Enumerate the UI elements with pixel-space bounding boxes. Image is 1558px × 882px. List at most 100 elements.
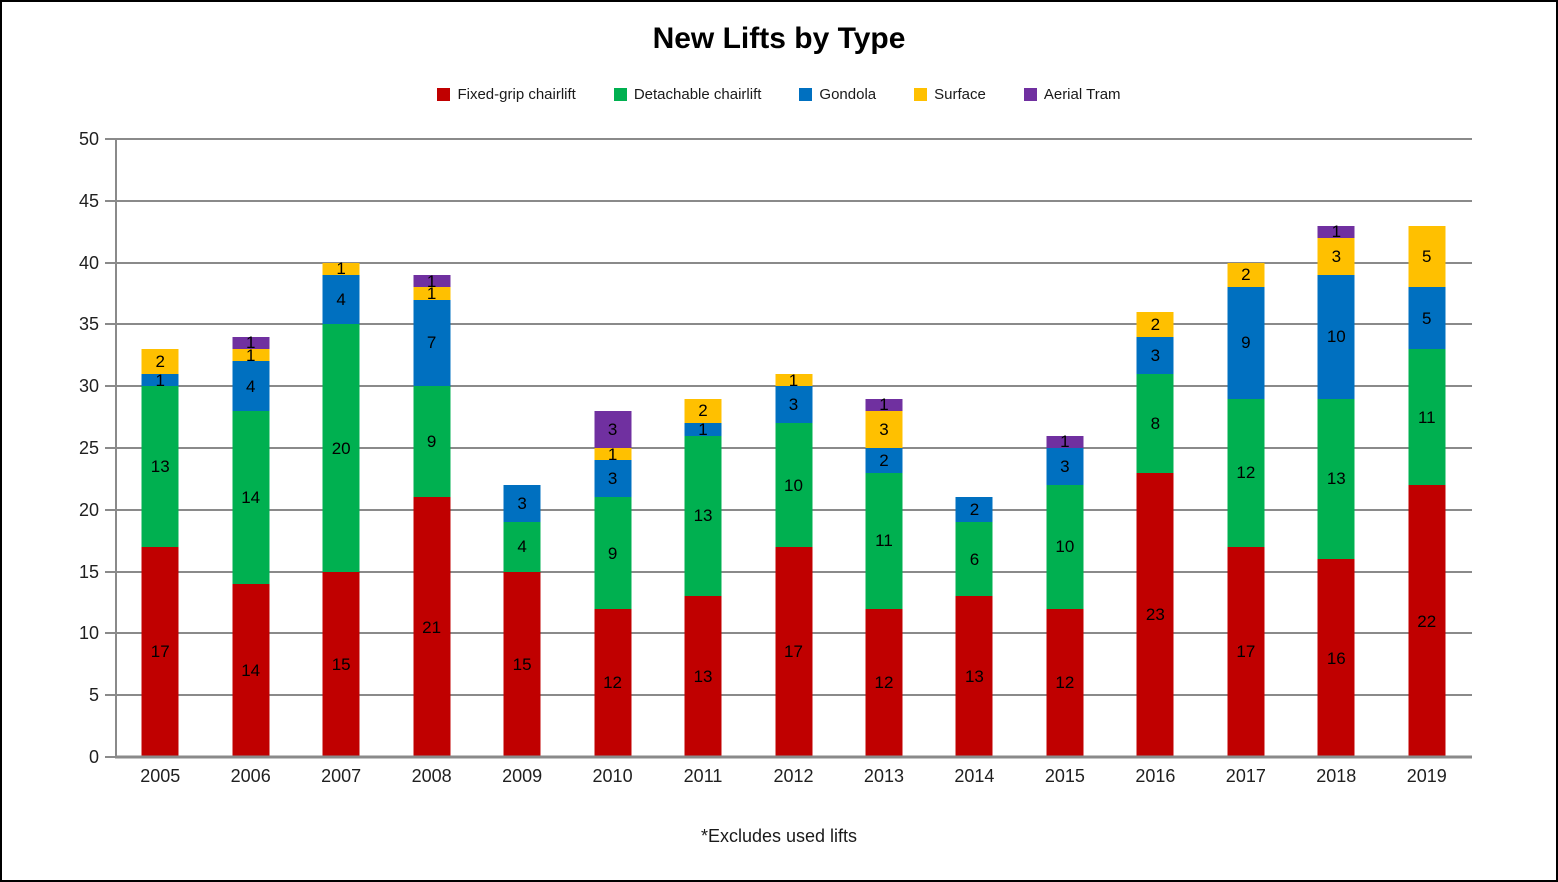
bar-segment-label: 4 (336, 290, 346, 310)
bar-segment: 21 (413, 497, 451, 757)
bar-segment-label: 12 (603, 673, 623, 693)
legend-swatch-icon (613, 88, 627, 101)
bar-segment-label: 4 (517, 537, 527, 557)
bar-segment-label: 13 (150, 457, 170, 477)
x-axis-tick-label: 2018 (1316, 766, 1357, 786)
bar-segment: 4 (322, 274, 360, 325)
bar-segment: 2 (1227, 262, 1265, 288)
bar-segment-label: 10 (1326, 327, 1346, 347)
bar-segment-label: 9 (1241, 333, 1251, 353)
bar-segment-label: 1 (155, 370, 165, 390)
bar-segment-label: 5 (1422, 308, 1432, 328)
x-axis-tick-label: 2013 (863, 766, 904, 786)
bar-segment-label: 14 (241, 487, 261, 507)
bar-segment: 1 (413, 284, 451, 304)
bar-segment: 1 (594, 446, 632, 463)
y-axis-tick (105, 261, 115, 264)
bar-segment-label: 2 (1150, 314, 1161, 334)
bar-segment: 23 (1136, 472, 1174, 757)
y-axis-tick (105, 385, 115, 388)
bar-segment-label: 2 (879, 450, 889, 470)
bar-segment-label: 17 (150, 642, 170, 662)
x-axis-tick-label: 2015 (1044, 766, 1085, 786)
bar-segment: 16 (1317, 559, 1355, 757)
footnote: *Excludes used lifts (700, 826, 858, 846)
bar-segment: 1 (1317, 223, 1355, 240)
bar-2009: 15 4 3 (503, 139, 541, 757)
bar-segment-label: 4 (245, 376, 256, 396)
bar-segment-label: 2 (1241, 265, 1251, 285)
legend-item: Gondola (799, 86, 876, 103)
bar-segment: 15 (322, 571, 360, 757)
x-axis-tick-label: 2005 (140, 766, 181, 786)
bar-2012: 17 10 3 1 (775, 139, 812, 757)
bar-segment: 2 (684, 398, 722, 424)
legend-swatch-icon (799, 88, 813, 101)
bar-segment-label: 22 (1417, 611, 1437, 631)
bar-segment-label: 1 (879, 395, 889, 415)
bar-segment: 17 (775, 546, 812, 757)
bar-segment: 3 (865, 410, 903, 448)
bar-segment-label: 11 (875, 531, 893, 551)
legend-swatch-icon (1023, 88, 1037, 101)
bar-segment: 3 (1317, 237, 1355, 275)
bar-segment: 11 (865, 472, 903, 609)
bar-segment: 15 (503, 571, 541, 757)
x-axis-tick-label: 2010 (592, 766, 633, 786)
bar-segment: 8 (1136, 373, 1174, 473)
bar-segment-label: 11 (1417, 407, 1436, 427)
bar-segment: 4 (503, 522, 541, 572)
x-axis-tick-label: 2014 (954, 766, 995, 786)
bar-segment: 5 (1408, 287, 1446, 350)
x-axis-tick-label: 2011 (683, 766, 723, 786)
bar-segment: 3 (503, 485, 541, 523)
legend-item: Detachable chairlift (613, 86, 761, 103)
y-axis-tick-label: 35 (78, 314, 99, 335)
bar-segment: 17 (1227, 546, 1265, 757)
bar-segment: 12 (1227, 398, 1265, 547)
bar-segment-label: 10 (1055, 537, 1075, 557)
bar-segment-label: 3 (607, 469, 618, 489)
bar-segment: 10 (775, 423, 812, 547)
bar-segment-label: 9 (607, 543, 618, 563)
legend-swatch-icon (437, 88, 451, 101)
bar-segment-label: 16 (1326, 648, 1346, 668)
bar-segment: 9 (413, 386, 451, 498)
bar-segment: 5 (1408, 225, 1446, 288)
bar-2008: 21 9 7 1 1 (413, 139, 451, 757)
legend-item: Surface (914, 86, 986, 103)
bar-segment: 2 (955, 497, 993, 523)
bar-segment-label: 1 (426, 284, 437, 304)
x-axis-tick-label: 2012 (773, 766, 814, 786)
chart-title: New Lifts by Type (652, 22, 906, 55)
y-axis-tick-label: 50 (78, 129, 99, 149)
legend: Fixed-grip chairlift Detachable chairlift… (2, 86, 1556, 103)
legend-label: Aerial Tram (1043, 86, 1121, 103)
y-axis-tick (105, 199, 115, 202)
y-axis-tick (105, 570, 115, 573)
bar-2005: 17 13 1 2 (141, 139, 179, 757)
gridline (115, 138, 1472, 140)
bar-segment: 7 (413, 299, 451, 387)
bar-segment-label: 14 (241, 660, 261, 680)
bar-segment-label: 1 (245, 333, 256, 353)
bar-segment: 14 (232, 410, 270, 584)
bar-segment: 1 (684, 421, 722, 438)
bar-segment: 13 (141, 386, 179, 547)
x-axis-baseline (115, 755, 1472, 759)
bar-segment-label: 21 (422, 617, 442, 637)
bar-segment: 1 (775, 372, 812, 389)
y-axis-tick (105, 447, 115, 449)
bar-segment: 1 (232, 347, 270, 364)
y-axis-tick (105, 138, 115, 140)
bar-segment: 12 (1046, 608, 1084, 757)
bar-segment-label: 15 (512, 654, 532, 674)
bar-segment-label: 12 (1055, 673, 1075, 693)
bar-segment: 2 (865, 448, 903, 473)
bar-segment: 1 (322, 260, 360, 277)
legend-label: Gondola (819, 86, 877, 103)
bar-2016: 23 8 3 2 (1136, 139, 1174, 757)
x-axis-tick-label: 2008 (411, 766, 452, 786)
bar-2007: 15 20 4 1 (322, 139, 360, 757)
bar-segment-label: 3 (1150, 345, 1161, 365)
